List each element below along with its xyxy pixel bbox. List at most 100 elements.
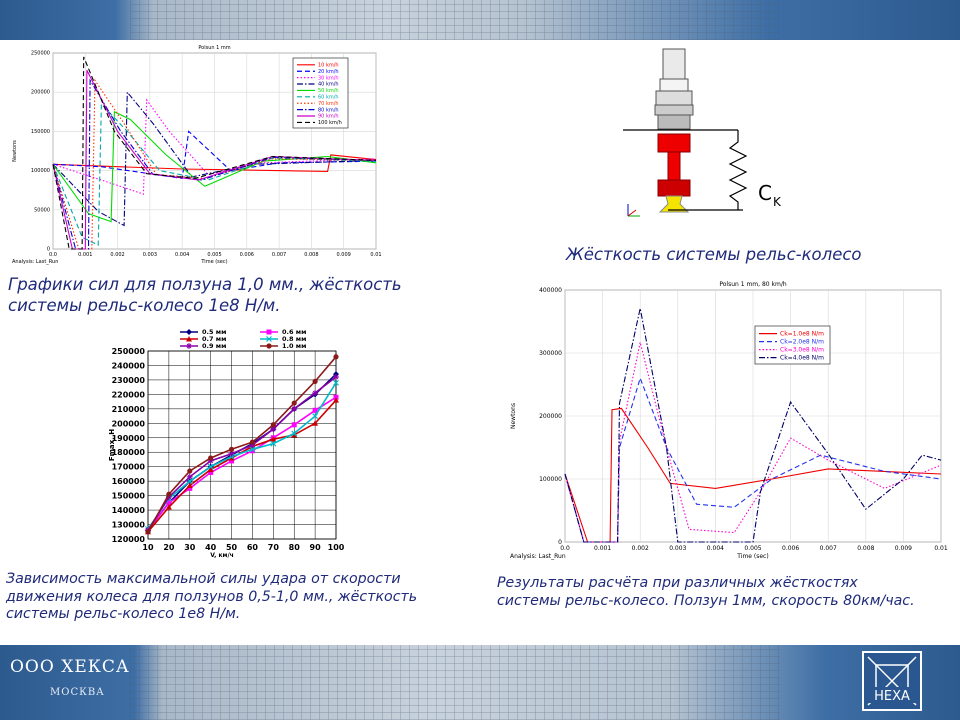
series-line [147, 382, 337, 530]
footer-mesh-image [130, 645, 780, 720]
x-tick-label: 0.007 [820, 545, 837, 552]
y-tick-label: 150000 [31, 129, 50, 135]
y-tick-label: 0 [47, 247, 50, 253]
data-point [165, 494, 172, 501]
y-axis-label: Newtons [12, 140, 18, 162]
y-tick-label: 300000 [539, 350, 562, 357]
data-point [249, 446, 256, 453]
y-tick-label: 240000 [112, 361, 146, 370]
y-tick-label: 220000 [112, 390, 146, 399]
x-tick-label: 0.0 [560, 545, 570, 552]
company-city: МОСКВА [50, 687, 105, 698]
y-tick-label: 230000 [112, 376, 146, 385]
x-tick-label: 100 [328, 543, 345, 552]
data-point [207, 466, 214, 473]
x-tick-label: 90 [310, 543, 322, 552]
series-line [52, 90, 377, 227]
x-tick-label: 0.009 [895, 545, 912, 552]
data-point [228, 450, 235, 457]
y-tick-label: 200000 [31, 90, 50, 96]
y-tick-label: 200000 [539, 413, 562, 420]
data-point [333, 379, 339, 386]
series-line [147, 356, 337, 533]
x-axis-label: V, км/ч [210, 552, 234, 559]
x-tick-label: 0.005 [744, 545, 761, 552]
x-tick-label: 0.003 [143, 252, 157, 258]
x-tick-label: 0.01 [370, 252, 381, 258]
data-point [249, 448, 255, 454]
legend: Ck=1.0e8 N/mCk=2.0e8 N/mCk=3.0e8 N/mCk=4… [754, 325, 831, 365]
caption-force-chart: Графики сил для ползуна 1,0 мм., жёсткос… [8, 274, 402, 316]
legend-label: 20 km/h [318, 69, 339, 75]
data-point [165, 504, 172, 510]
data-point [207, 457, 214, 464]
data-point [266, 329, 272, 335]
series-line [52, 130, 377, 180]
legend-label: 10 km/h [318, 62, 339, 68]
footer-band: ООО ХЕКСА МОСКВА HEXA [0, 645, 960, 720]
legend-label: 80 km/h [318, 107, 339, 113]
legend-label: 70 km/h [318, 101, 339, 107]
y-tick-label: 160000 [112, 477, 146, 486]
data-point [208, 469, 214, 475]
data-point [166, 491, 172, 497]
caption-line: Зависимость максимальной силы удара от с… [6, 571, 401, 587]
legend-label: 30 km/h [318, 75, 339, 81]
data-point [291, 400, 297, 406]
data-point [291, 430, 298, 437]
y-tick-label: 100000 [31, 168, 50, 174]
legend-label: 1.0 мм [282, 342, 306, 350]
x-tick-label: 50 [226, 543, 238, 552]
analysis-label: Analysis: Last_Run [510, 553, 566, 560]
header-mesh-image [130, 0, 780, 40]
chart-title: Polsun 1 mm, 80 km/h [719, 281, 786, 288]
fmax-speed-chart: 10 20 30 40 50 60 70 80 90 100 120000 130000 140000 1… [108, 328, 345, 559]
data-point [145, 529, 151, 535]
x-tick-label: 10 [142, 543, 154, 552]
caption-line: системы рельс-колесо 1е8 Н/м. [8, 296, 281, 315]
axis-triad-icon [627, 204, 640, 217]
x-axis-label: Time (sec) [736, 553, 768, 560]
caption-line: движения колеса для ползунов 0,5-1,0 мм.… [6, 588, 418, 605]
data-point [270, 436, 277, 442]
legend-label: 40 km/h [318, 82, 339, 88]
data-point [228, 446, 235, 452]
y-tick-label: 180000 [112, 448, 146, 457]
legend-label: 100 km/h [318, 120, 342, 126]
spring-icon [728, 130, 748, 210]
data-point [291, 405, 298, 412]
x-tick-label: 0.01 [934, 545, 948, 552]
data-point [291, 422, 297, 428]
series-line [564, 308, 942, 543]
data-point [186, 329, 192, 335]
x-tick-label: 0.008 [857, 545, 874, 552]
caption-line: системы рельс-колесо. Ползун 1мм, скорос… [497, 593, 915, 609]
x-tick-label: 0.008 [304, 252, 318, 258]
y-tick-label: 170000 [112, 463, 146, 472]
series-line [52, 56, 377, 250]
x-axis-label: Time (sec) [200, 259, 227, 265]
data-point [312, 407, 318, 413]
caption-diagram: Жёсткость системы рельс-колесо [566, 245, 862, 264]
data-point [207, 463, 214, 470]
rail-shape [657, 133, 691, 213]
company-name: ООО ХЕКСА [10, 657, 130, 677]
x-tick-label: 0.0 [49, 252, 57, 258]
data-point [249, 439, 256, 445]
data-point [266, 343, 272, 349]
chart-title: Polsun 1 mm [198, 45, 230, 51]
legend-label: Ck=1.0e8 N/m [780, 331, 824, 338]
y-tick-label: 210000 [112, 405, 146, 414]
x-tick-label: 70 [268, 543, 280, 552]
data-point [186, 343, 192, 349]
series-line [52, 78, 377, 250]
legend-label: 90 km/h [318, 114, 339, 120]
stiffness-result-chart: 0.0 0.001 0.002 0.003 0.004 0.005 0.006 0.007 0.… [510, 281, 948, 560]
y-axis-label: Fmax, H [108, 429, 116, 461]
data-point [186, 336, 192, 342]
data-point [270, 440, 277, 447]
legend-label: 0.6 мм [282, 328, 306, 336]
x-tick-label: 0.004 [175, 252, 189, 258]
legend-label: 0.7 мм [202, 335, 226, 343]
data-point [187, 485, 193, 491]
